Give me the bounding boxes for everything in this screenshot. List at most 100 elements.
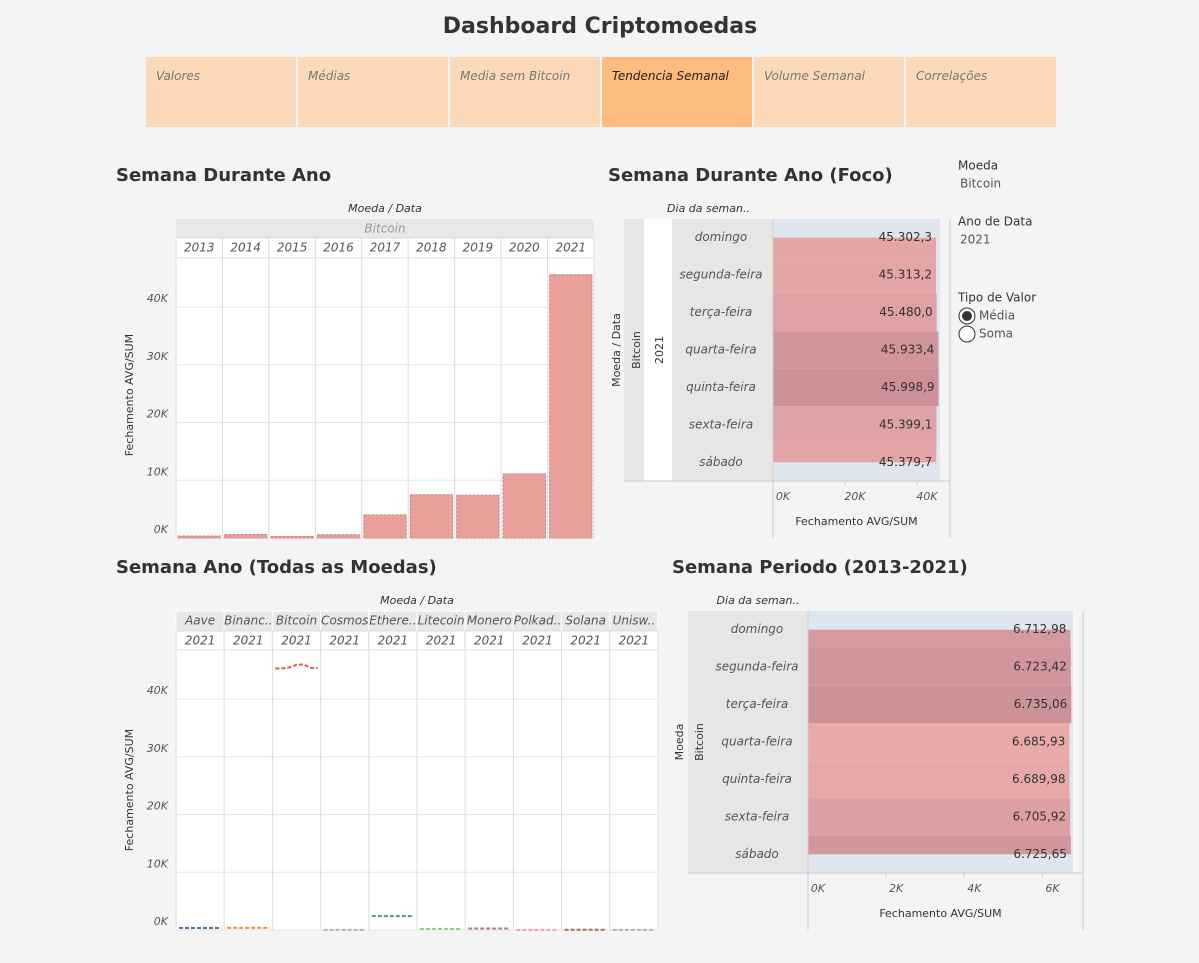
tab[interactable]: Correlações: [906, 57, 1056, 127]
row-header-cell: [644, 219, 672, 481]
radio-label: Média: [979, 309, 1015, 323]
filter-label: Moeda: [958, 159, 998, 173]
tab[interactable]: Médias: [298, 57, 448, 127]
tab-bar: Valores Médias Media sem Bitcoin Tendencia …: [146, 57, 1056, 127]
y-category: sexta-feira: [725, 809, 789, 823]
x-tick-label: 6K: [1045, 882, 1060, 895]
year-label: 2021: [426, 634, 457, 648]
x-category: Binanc..: [224, 614, 272, 628]
bar: [177, 535, 221, 539]
value-label: 45.302,3: [879, 230, 932, 244]
year-label: 2021: [329, 634, 360, 648]
axis-title: Moeda: [673, 724, 686, 761]
year-label: 2021: [378, 634, 409, 648]
value-label: 6.725,65: [1013, 847, 1066, 861]
bar: [223, 534, 268, 539]
tab[interactable]: Media sem Bitcoin: [450, 57, 600, 127]
value-label: 45.313,2: [879, 268, 932, 282]
value-label: 45.379,7: [879, 455, 932, 469]
y-category: sábado: [735, 847, 779, 861]
bar: [773, 237, 937, 257]
axis-title: 2021: [653, 336, 666, 364]
y-category: quarta-feira: [685, 343, 756, 357]
y-tick-label: 20K: [147, 408, 169, 421]
chart-title: Semana Ano (Todas as Moedas): [116, 557, 437, 578]
y-tick-label: 0K: [154, 523, 169, 536]
year-label: 2021: [619, 634, 650, 648]
x-category: Solana: [565, 614, 606, 628]
year-label: 2021: [185, 634, 216, 648]
axis-title: Bitcoin: [693, 723, 706, 761]
bar: [773, 368, 939, 407]
bar: [316, 534, 361, 539]
value-label: 6.735,06: [1014, 697, 1067, 711]
bar: [808, 798, 1071, 836]
filter-label: Ano de Data: [958, 215, 1032, 229]
value-label: 6.723,42: [1013, 660, 1066, 674]
filter-value: Bitcoin: [960, 177, 1001, 191]
axis-title: Fechamento AVG/SUM: [795, 515, 917, 528]
header-cell: [176, 219, 594, 238]
tab[interactable]: Valores: [146, 57, 296, 127]
bar: [808, 760, 1070, 799]
x-tick-label: 4K: [967, 882, 982, 895]
y-category: segunda-feira: [716, 660, 799, 674]
y-category: quinta-feira: [722, 772, 792, 786]
value-label: 45.998,9: [881, 380, 934, 394]
bar: [773, 256, 937, 294]
bar: [363, 514, 407, 539]
y-category: quinta-feira: [686, 380, 756, 394]
x-category: Litecoin: [418, 614, 465, 628]
header-cell: [547, 237, 595, 259]
x-tick-label: 2K: [889, 882, 904, 895]
x-category: 2017: [370, 241, 401, 255]
x-category: 2018: [416, 241, 447, 255]
value-label: 6.689,98: [1012, 772, 1065, 786]
y-tick-label: 40K: [147, 292, 169, 305]
y-tick-label: 40K: [147, 684, 169, 697]
filter-label: Tipo de Valor: [957, 291, 1036, 305]
x-category: Aave: [184, 614, 215, 628]
bar: [270, 535, 314, 539]
x-category: Unisw..: [613, 614, 656, 628]
bar: [456, 494, 500, 539]
radio[interactable]: [958, 325, 976, 343]
bar: [773, 443, 937, 463]
y-tick-label: 0K: [154, 915, 169, 928]
y-category: terça-feira: [690, 305, 753, 319]
tab[interactable]: Volume Semanal: [754, 57, 904, 127]
value-label: 45.399,1: [879, 417, 932, 431]
header: Dia da seman..: [717, 594, 800, 607]
header-cell: [609, 630, 659, 651]
year-label: 2021: [522, 634, 553, 648]
x-category: 2014: [230, 241, 261, 255]
y-category: domingo: [731, 622, 784, 636]
chart-title: Semana Durante Ano (Foco): [608, 165, 893, 186]
bar: [773, 406, 937, 444]
filter-value: 2021: [960, 233, 991, 247]
x-category: 2020: [509, 241, 540, 255]
header: Moeda / Data: [348, 202, 422, 215]
axis-title: Fechamento AVG/SUM: [123, 729, 136, 851]
year-label: 2021: [281, 634, 312, 648]
y-category: sábado: [699, 455, 743, 469]
axis-title: Fechamento AVG/SUM: [879, 907, 1001, 920]
y-category: segunda-feira: [680, 268, 763, 282]
bar: [409, 494, 454, 539]
axis-title: Bitcoin: [630, 331, 643, 369]
bar: [549, 274, 593, 539]
bar: [502, 473, 547, 539]
radio-label: Soma: [979, 327, 1013, 341]
x-category: 2016: [323, 241, 354, 255]
value-label: 45.480,0: [879, 305, 932, 319]
year-label: 2021: [474, 634, 505, 648]
y-category: quarta-feira: [721, 735, 792, 749]
x-category: 2019: [463, 241, 494, 255]
x-category: Polkad..: [514, 614, 561, 628]
dashboard-title: Dashboard Criptomoedas: [443, 14, 757, 39]
year-label: 2021: [233, 634, 264, 648]
x-category: 2021: [556, 241, 587, 255]
tab[interactable]: Tendencia Semanal: [602, 57, 752, 127]
bar: [808, 835, 1071, 855]
